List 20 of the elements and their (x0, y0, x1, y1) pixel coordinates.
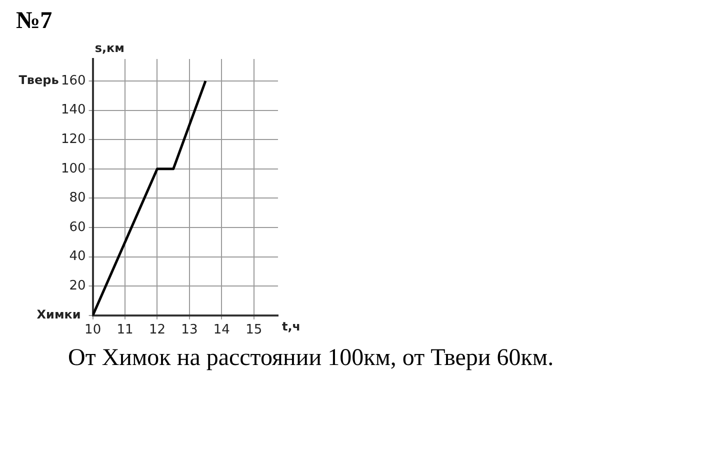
x-tick-label: 13 (181, 322, 198, 338)
x-tick-label: 15 (246, 322, 262, 338)
y-tick-label: 100 (60, 161, 86, 176)
text: Химки (36, 308, 81, 322)
x-tick-label: 10 (84, 322, 102, 338)
y-tick-label: 120 (60, 132, 86, 147)
y-tick-label: 140 (60, 102, 86, 118)
y-tick-label: 60 (69, 220, 86, 235)
x-tick-label: 11 (116, 322, 134, 338)
x-tick-label: 14 (213, 322, 230, 338)
x-axis-title: t,ч (282, 320, 301, 334)
x-tick-label: 12 (148, 322, 166, 338)
chart-title: №7 (16, 8, 54, 35)
text: От Химок на расстоянии 100км, от Твери 60км. (68, 345, 555, 372)
text: Тверь (18, 73, 60, 88)
y-axis-title: s,км (94, 41, 124, 56)
y-tick-label: 40 (69, 249, 86, 264)
y-tick-label: 20 (69, 278, 86, 294)
y-tick-label: 80 (69, 190, 86, 206)
y-tick-label: 160 (60, 73, 86, 88)
